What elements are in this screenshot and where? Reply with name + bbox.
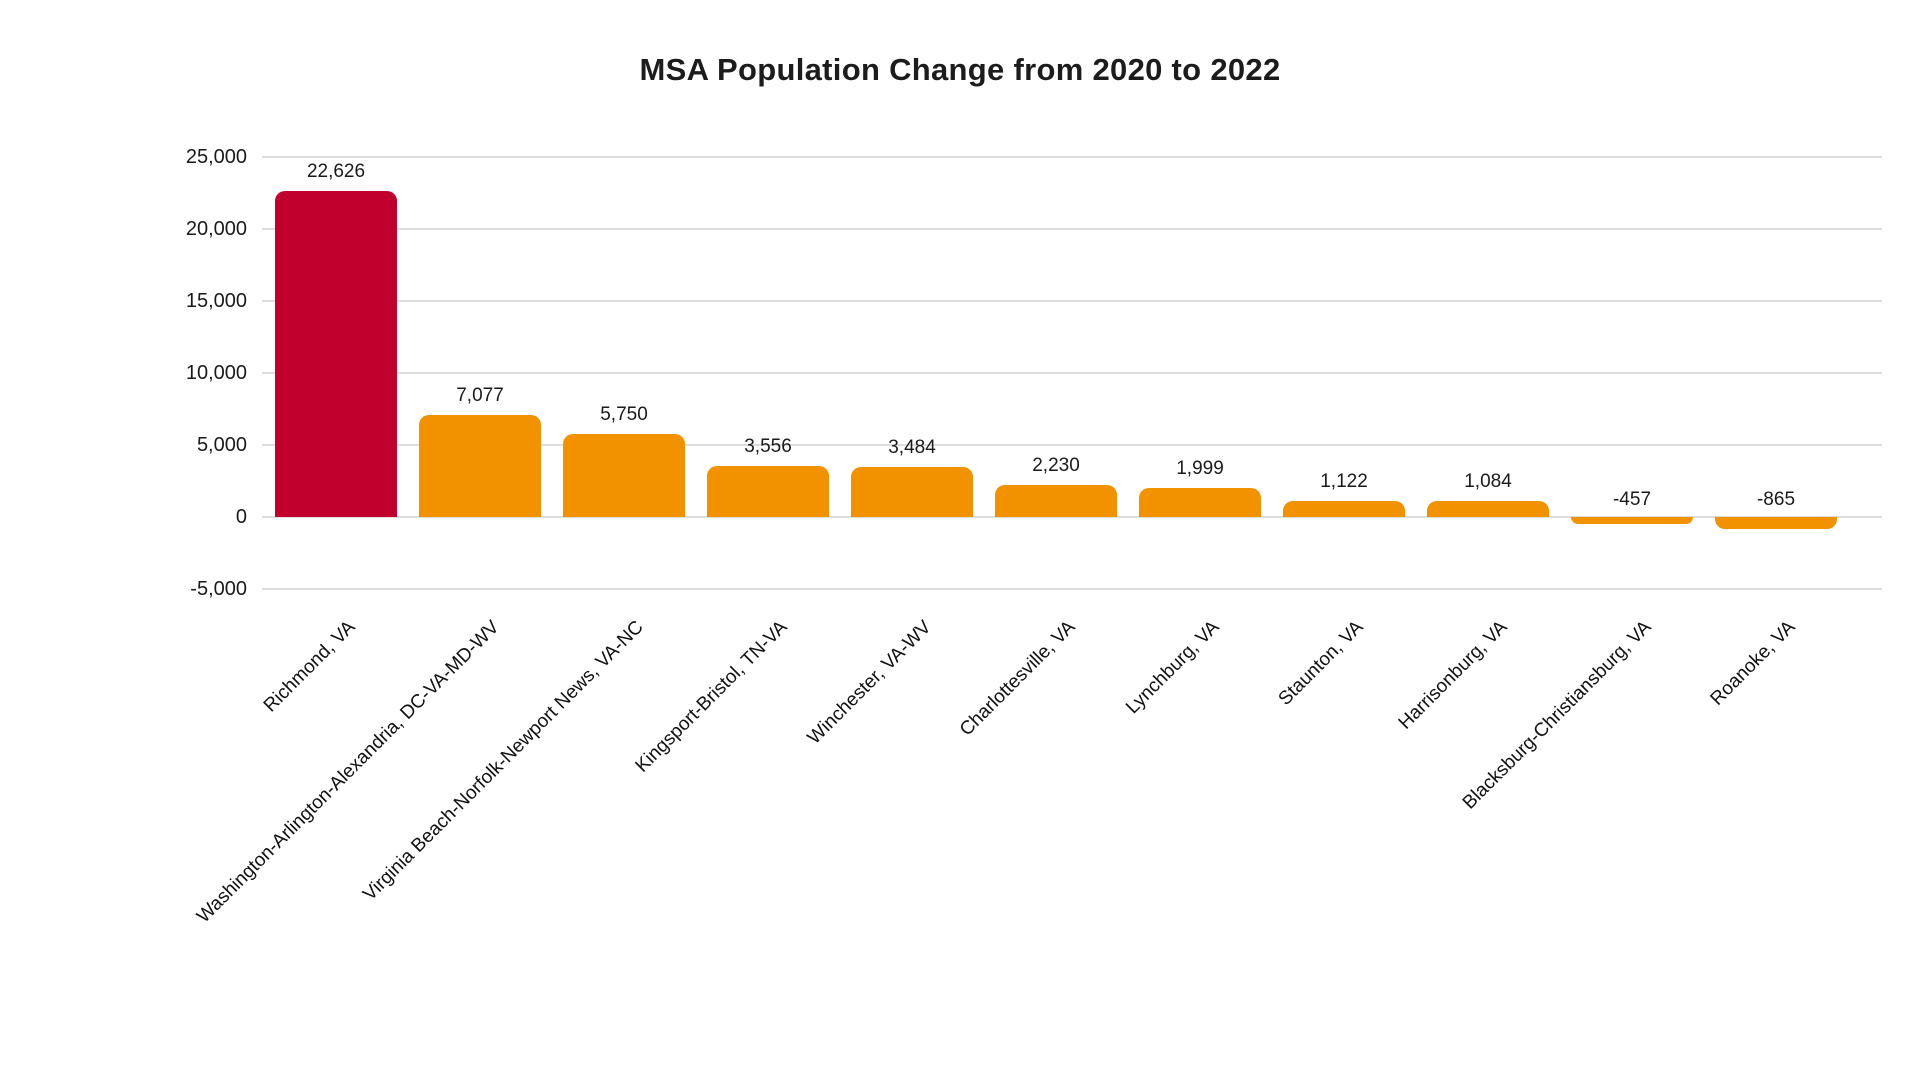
bar-value-label: 1,084: [1464, 471, 1512, 493]
bar: [275, 191, 397, 517]
bar-value-label: 22,626: [306, 161, 366, 183]
gridline: [262, 300, 1882, 302]
bar-value-label: -865: [1756, 489, 1796, 510]
bar-value-label: 5,750: [600, 404, 648, 426]
x-category-label: Richmond, VA: [259, 616, 360, 717]
ytick-label: 25,000: [185, 146, 247, 168]
bar: [707, 465, 829, 517]
bar: [995, 484, 1117, 517]
gridline: [262, 516, 1882, 518]
bar-value-label: 2,230: [1032, 454, 1080, 476]
bar-value-label: 7,077: [456, 385, 504, 407]
bar: [563, 434, 685, 517]
bar: [1139, 488, 1261, 517]
ytick-label: 20,000: [185, 218, 247, 240]
gridline: [262, 156, 1882, 158]
ytick-label: -5,000: [190, 578, 247, 600]
bar: [851, 466, 973, 517]
chart-title: MSA Population Change from 2020 to 2022: [639, 52, 1281, 87]
gridline: [262, 444, 1882, 446]
bar: [1715, 517, 1837, 530]
gridline: [262, 588, 1882, 590]
bar: [1283, 500, 1405, 517]
bar: [419, 415, 541, 517]
bar-value-label: 1,999: [1176, 458, 1224, 480]
bar-value-label: -457: [1612, 489, 1652, 510]
bar-value-label: 3,556: [744, 435, 792, 457]
bar-value-label: 3,484: [888, 436, 936, 458]
bar: [1427, 501, 1549, 517]
gridline: [262, 372, 1882, 374]
bar: [1571, 517, 1693, 524]
ytick-label: 5,000: [196, 434, 247, 456]
ytick-label: 10,000: [185, 362, 247, 384]
bar-value-label: 1,122: [1320, 470, 1368, 492]
gridline: [262, 228, 1882, 230]
ytick-label: 15,000: [185, 290, 247, 312]
ytick-label: 0: [235, 506, 247, 528]
